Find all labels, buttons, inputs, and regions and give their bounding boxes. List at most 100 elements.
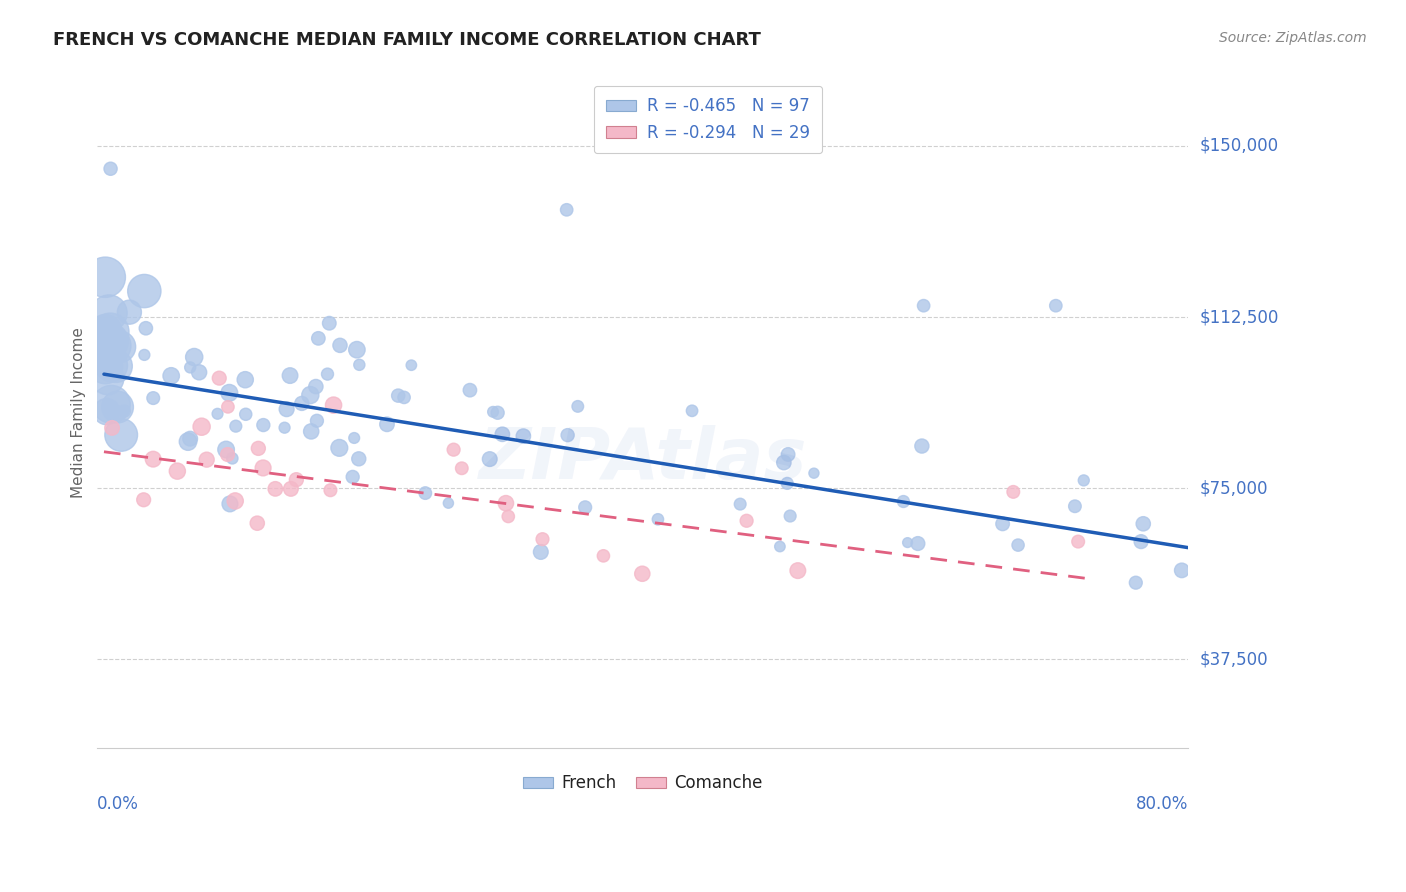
- Text: $150,000: $150,000: [1199, 136, 1278, 155]
- Point: [305, 379, 328, 393]
- Point: [392, 391, 415, 405]
- Point: [322, 398, 344, 412]
- Point: [100, 161, 122, 176]
- Point: [264, 482, 287, 496]
- Point: [478, 452, 501, 467]
- Point: [190, 419, 212, 434]
- Point: [100, 359, 122, 373]
- Point: [188, 365, 211, 379]
- Point: [1130, 534, 1153, 549]
- Point: [647, 512, 669, 526]
- Point: [179, 360, 201, 375]
- Point: [450, 461, 472, 475]
- Legend: French, Comanche: French, Comanche: [515, 766, 770, 800]
- Text: $75,000: $75,000: [1199, 479, 1268, 497]
- Point: [907, 536, 929, 550]
- Point: [98, 334, 121, 349]
- Y-axis label: Median Family Income: Median Family Income: [72, 327, 86, 499]
- Text: Source: ZipAtlas.com: Source: ZipAtlas.com: [1219, 31, 1367, 45]
- Point: [443, 442, 465, 457]
- Point: [278, 368, 301, 383]
- Point: [375, 417, 398, 432]
- Point: [773, 456, 796, 470]
- Point: [1125, 575, 1147, 590]
- Point: [94, 270, 117, 285]
- Point: [107, 400, 129, 414]
- Point: [491, 427, 513, 442]
- Point: [299, 388, 322, 402]
- Point: [218, 385, 240, 400]
- Point: [104, 359, 127, 373]
- Point: [328, 441, 350, 455]
- Point: [166, 464, 188, 478]
- Point: [110, 428, 132, 442]
- Point: [225, 419, 247, 434]
- Point: [557, 428, 579, 442]
- Point: [118, 305, 141, 319]
- Point: [786, 564, 808, 578]
- Point: [912, 299, 935, 313]
- Point: [110, 335, 132, 350]
- Point: [247, 442, 270, 456]
- Point: [235, 407, 257, 421]
- Point: [224, 494, 246, 508]
- Point: [252, 418, 274, 433]
- Point: [530, 545, 553, 559]
- Point: [135, 321, 157, 335]
- Point: [1064, 500, 1087, 514]
- Point: [458, 383, 481, 397]
- Point: [769, 540, 792, 554]
- Point: [98, 325, 121, 339]
- Point: [177, 434, 200, 449]
- Point: [207, 407, 229, 421]
- Point: [280, 482, 302, 496]
- Point: [735, 514, 758, 528]
- Point: [413, 486, 436, 500]
- Point: [728, 497, 751, 511]
- Text: $112,500: $112,500: [1199, 308, 1278, 326]
- Point: [96, 404, 118, 418]
- Point: [316, 367, 339, 381]
- Point: [574, 500, 596, 515]
- Point: [347, 451, 370, 466]
- Point: [776, 476, 799, 491]
- Point: [531, 532, 554, 546]
- Text: $37,500: $37,500: [1199, 650, 1268, 668]
- Point: [893, 494, 915, 508]
- Point: [437, 496, 460, 510]
- Point: [1132, 516, 1154, 531]
- Point: [1073, 474, 1095, 488]
- Point: [217, 400, 239, 414]
- Point: [252, 461, 274, 475]
- Point: [779, 509, 801, 524]
- Point: [319, 483, 342, 498]
- Point: [179, 432, 201, 446]
- Point: [183, 350, 205, 364]
- Point: [273, 420, 295, 434]
- Point: [134, 348, 156, 362]
- Point: [132, 492, 155, 507]
- Point: [142, 391, 165, 405]
- Point: [329, 338, 352, 352]
- Point: [495, 496, 517, 510]
- Point: [1002, 484, 1025, 499]
- Point: [1007, 538, 1029, 552]
- Point: [482, 405, 505, 419]
- Point: [96, 346, 118, 360]
- Point: [318, 316, 340, 330]
- Text: FRENCH VS COMANCHE MEDIAN FAMILY INCOME CORRELATION CHART: FRENCH VS COMANCHE MEDIAN FAMILY INCOME …: [53, 31, 761, 49]
- Point: [1067, 534, 1090, 549]
- Point: [803, 466, 825, 480]
- Point: [208, 371, 231, 385]
- Point: [215, 442, 238, 457]
- Point: [555, 202, 578, 217]
- Point: [991, 516, 1014, 531]
- Point: [246, 516, 269, 531]
- Point: [1045, 299, 1067, 313]
- Text: 80.0%: 80.0%: [1136, 796, 1188, 814]
- Point: [1171, 563, 1194, 577]
- Point: [592, 549, 614, 563]
- Point: [342, 470, 364, 484]
- Point: [195, 452, 218, 467]
- Point: [96, 371, 118, 385]
